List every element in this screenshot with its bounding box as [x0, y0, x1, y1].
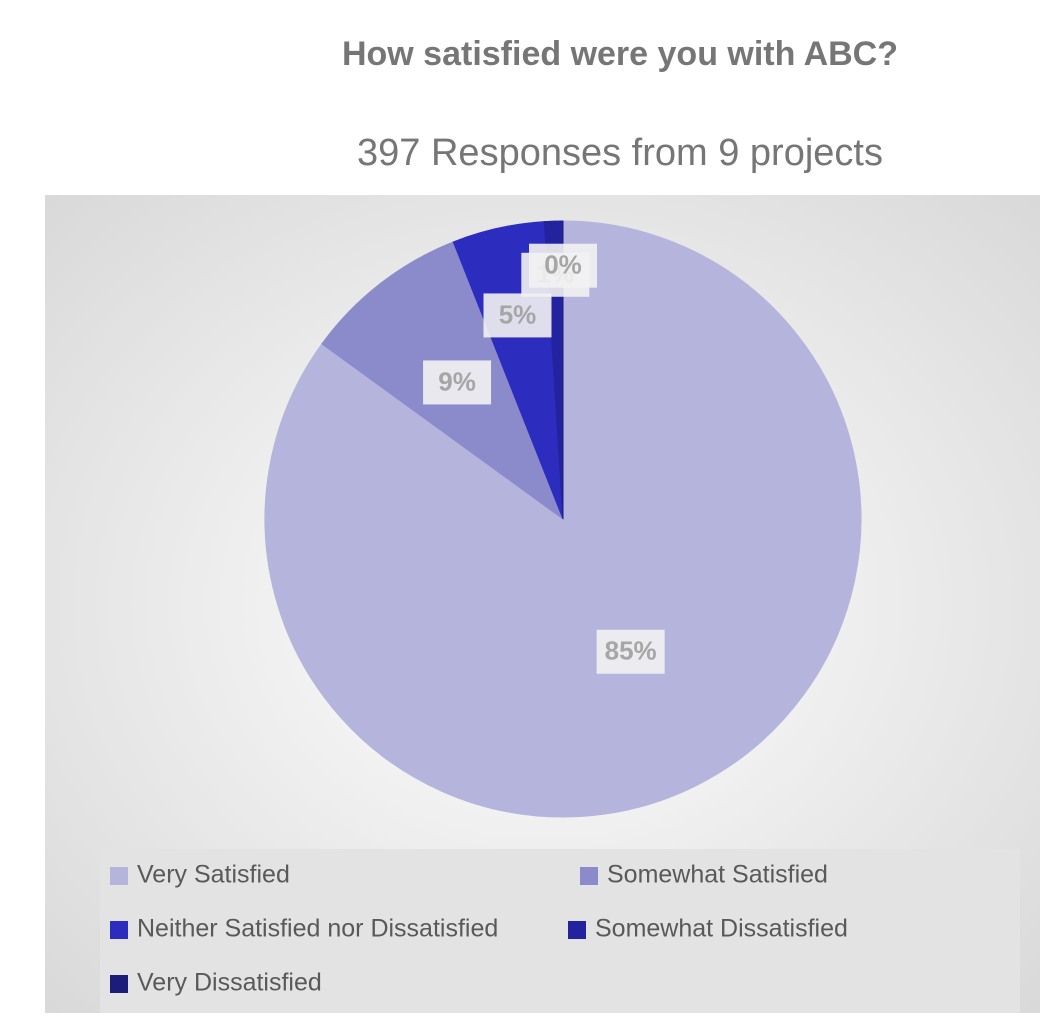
- legend: Very Satisfied Somewhat Satisfied Neither …: [110, 861, 848, 997]
- chart-subtitle: 397 Responses from 9 projects: [357, 132, 883, 174]
- legend-swatch: [580, 867, 598, 885]
- legend-label: Very Satisfied: [137, 861, 290, 889]
- legend-box: [100, 849, 1020, 1013]
- legend-label: Very Dissatisfied: [137, 969, 322, 997]
- legend-swatch: [110, 867, 128, 885]
- data-label: 9%: [438, 366, 476, 396]
- pie: [264, 220, 862, 818]
- legend-label: Somewhat Dissatisfied: [595, 915, 848, 943]
- chart-title: How satisfied were you with ABC?: [342, 35, 898, 73]
- legend-label: Neither Satisfied nor Dissatisfied: [137, 915, 498, 943]
- label-box: [596, 629, 665, 674]
- data-label: 5%: [499, 299, 537, 329]
- legend-swatch: [110, 975, 128, 993]
- label-box: [483, 293, 552, 338]
- labels: 85%9%5%1%0%: [423, 243, 665, 674]
- legend-label: Somewhat Satisfied: [607, 861, 828, 889]
- label-box: [529, 243, 597, 288]
- legend-swatch: [568, 921, 586, 939]
- label-box: [423, 360, 492, 405]
- data-label: 85%: [605, 636, 657, 666]
- legend-swatch: [110, 921, 128, 939]
- data-label: 0%: [544, 250, 582, 280]
